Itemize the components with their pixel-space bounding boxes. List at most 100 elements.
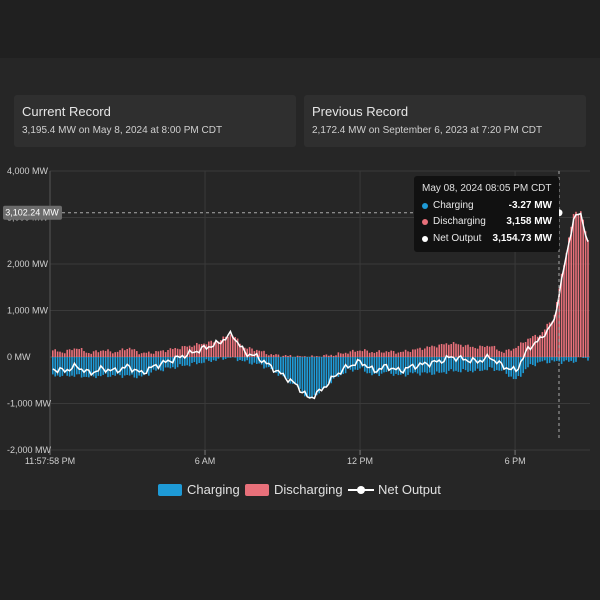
- charging-bar: [126, 357, 128, 375]
- discharging-bar: [392, 351, 395, 357]
- tooltip-row-charging: Charging -3.27 MW: [422, 200, 552, 214]
- discharging-bar: [128, 347, 131, 357]
- discharging-bar: [332, 355, 335, 357]
- discharging-bar: [304, 356, 306, 357]
- charging-bar: [54, 357, 56, 377]
- discharging-bar: [371, 352, 373, 357]
- charging-bar: [133, 357, 136, 378]
- charging-bar: [270, 357, 272, 370]
- charging-bar: [109, 357, 112, 377]
- charging-bar: [510, 357, 512, 377]
- discharging-bar: [100, 350, 102, 357]
- charging-bar: [174, 357, 176, 369]
- discharging-bar: [359, 350, 361, 357]
- discharging-bar: [488, 346, 491, 357]
- charging-bar: [584, 357, 587, 358]
- tooltip-label: Discharging: [433, 216, 486, 227]
- discharging-bar: [469, 346, 472, 357]
- charging-bar: [337, 357, 340, 377]
- net-output-line-icon[interactable]: [348, 483, 374, 497]
- charging-swatch-icon[interactable]: [158, 484, 182, 496]
- charging-bar: [301, 357, 304, 393]
- discharging-bar: [445, 343, 448, 357]
- charging-bar: [484, 357, 486, 370]
- charging-bar: [241, 357, 244, 361]
- charging-bar: [361, 357, 364, 368]
- discharging-bar: [193, 345, 196, 357]
- discharging-bar: [390, 350, 392, 357]
- y-tick-label: 2,000 MW: [7, 259, 49, 269]
- discharging-swatch-icon[interactable]: [245, 484, 269, 496]
- charging-bar: [186, 357, 188, 366]
- charging-bar: [217, 357, 220, 359]
- charging-bar: [68, 357, 71, 377]
- legend-charging[interactable]: Charging: [187, 482, 240, 497]
- discharging-bar: [368, 352, 371, 357]
- charging-bar: [440, 357, 443, 373]
- discharging-bar: [352, 349, 354, 357]
- charging-bar: [469, 357, 472, 371]
- discharging-bar: [155, 351, 157, 357]
- previous-record-card: Previous Record 2,172.4 MW on September …: [304, 95, 586, 147]
- charging-bar: [210, 357, 212, 362]
- discharging-bar: [433, 346, 436, 357]
- tooltip-row-net-output: Net Output 3,154.73 MW: [422, 233, 552, 247]
- discharging-bar: [577, 213, 580, 357]
- charging-bar: [287, 357, 289, 380]
- charging-bar: [191, 357, 193, 363]
- charging-bar: [452, 357, 455, 372]
- discharging-bar: [565, 252, 568, 357]
- charging-bar: [428, 357, 431, 373]
- legend-net-output[interactable]: Net Output: [378, 482, 441, 497]
- charging-bar: [83, 357, 85, 377]
- charging-bar: [400, 357, 402, 375]
- charging-bar: [143, 357, 145, 376]
- legend-discharging[interactable]: Discharging: [274, 482, 343, 497]
- charging-bar: [486, 357, 488, 371]
- discharging-bar: [457, 344, 460, 357]
- charging-bar: [318, 357, 320, 394]
- charging-bar: [570, 357, 572, 361]
- charging-bar: [280, 357, 282, 375]
- discharging-bar: [220, 340, 222, 357]
- discharging-bar: [102, 350, 104, 357]
- discharging-bar: [572, 213, 575, 357]
- discharging-bar: [556, 302, 558, 357]
- discharging-bar: [208, 341, 210, 357]
- discharging-bar: [508, 349, 510, 357]
- charging-bar: [433, 357, 436, 375]
- current-record-card: Current Record 3,195.4 MW on May 8, 2024…: [14, 95, 296, 147]
- charging-bar: [448, 357, 450, 371]
- charging-bar: [342, 357, 344, 375]
- charging-bar: [548, 357, 551, 363]
- charging-bar: [414, 357, 416, 373]
- discharging-bar: [342, 353, 344, 357]
- charging-bar: [296, 357, 299, 387]
- discharging-bar: [385, 351, 388, 357]
- charging-bar: [246, 357, 248, 361]
- charging-bar: [568, 357, 570, 362]
- discharging-bar: [124, 350, 126, 357]
- discharging-bar: [464, 345, 467, 357]
- charging-bar: [575, 357, 577, 362]
- charging-bar: [124, 357, 126, 376]
- charging-bar: [61, 357, 64, 376]
- charging-bar: [196, 357, 198, 365]
- charging-bar: [181, 357, 184, 366]
- charging-bar: [157, 357, 160, 370]
- discharging-bars: [52, 211, 589, 357]
- previous-record-value: 2,172.4 MW on September 6, 2023 at 7:20 …: [312, 125, 543, 136]
- charging-bar: [340, 357, 342, 376]
- discharging-bar: [236, 338, 239, 357]
- charging-bar: [294, 357, 296, 383]
- charging-bar: [131, 357, 133, 375]
- charging-bar: [140, 357, 143, 377]
- discharging-bar: [400, 351, 402, 357]
- discharging-bar: [560, 273, 563, 357]
- charging-bar: [311, 357, 313, 398]
- discharging-bar: [421, 349, 424, 357]
- discharging-bar: [582, 219, 584, 357]
- discharging-bar: [344, 352, 347, 357]
- tooltip-row-discharging: Discharging 3,158 MW: [422, 216, 552, 230]
